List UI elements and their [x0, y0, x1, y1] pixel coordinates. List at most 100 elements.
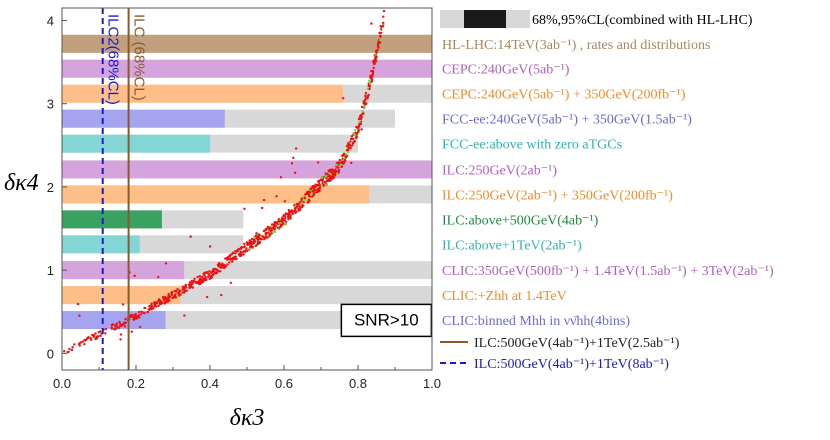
scatter-point — [164, 262, 168, 265]
axes: 0.0 0.2 0.4 0.6 0.8 1.0 0 1 2 3 4 δκ3 δκ4 — [4, 7, 441, 431]
scatter-point — [283, 223, 287, 226]
scatter-point — [234, 252, 237, 255]
scatter-point — [313, 188, 316, 191]
legend-entry: CEPC:240GeV(5ab⁻¹) — [442, 63, 570, 78]
scatter-point — [281, 218, 284, 222]
bar-68cl — [62, 34, 432, 53]
scatter-point — [195, 281, 198, 285]
bar-68cl — [62, 59, 432, 78]
scatter-point — [362, 105, 366, 108]
scatter-point — [89, 338, 93, 342]
scatter-point — [288, 213, 291, 216]
bar-68cl — [62, 311, 166, 330]
legend-line-entry: ILC:500GeV(4ab⁻¹)+1TeV(8ab⁻¹) — [474, 357, 669, 372]
scatter-point — [132, 316, 136, 320]
scatter-point — [242, 246, 245, 249]
scatter-point — [191, 286, 194, 289]
scatter-point — [234, 255, 238, 258]
scatter-point — [248, 239, 251, 242]
scatter-point — [368, 82, 372, 85]
scatter-point — [219, 266, 223, 269]
scatter-point — [124, 317, 127, 321]
scatter-point — [287, 217, 290, 221]
scatter-point — [202, 273, 206, 277]
scatter-point — [81, 340, 85, 343]
scatter-point — [293, 171, 297, 175]
scatter-point — [212, 270, 215, 273]
legend-entry: FCC-ee:240GeV(5ab⁻¹) + 350GeV(1.5ab⁻¹) — [442, 113, 692, 128]
scatter-point — [188, 286, 191, 289]
scatter-point — [204, 276, 207, 279]
x-axis-label: δκ3 — [230, 405, 265, 431]
scatter-point — [337, 161, 340, 164]
bar-68cl — [62, 109, 225, 128]
scatter-point — [123, 325, 127, 328]
scatter-point — [271, 230, 274, 234]
scatter-point — [62, 350, 66, 353]
legend-entry: HL-LHC:14TeV(3ab⁻¹) , rates and distribu… — [442, 38, 710, 53]
scatter-point — [239, 251, 243, 254]
scatter-point — [184, 289, 187, 293]
scatter-point — [206, 275, 210, 278]
scatter-point — [231, 251, 235, 255]
scatter-point — [382, 15, 385, 18]
scatter-point — [286, 212, 289, 216]
scatter-point — [219, 270, 222, 273]
scatter-point — [143, 306, 147, 310]
scatter-point — [252, 241, 255, 244]
scatter-point — [335, 163, 338, 167]
scatter-point — [173, 294, 177, 298]
scatter-point — [236, 250, 239, 253]
scatter-point — [369, 75, 372, 78]
scatter-point — [201, 277, 205, 281]
scatter-point — [325, 179, 328, 183]
scatter-point — [333, 174, 337, 177]
scatter-point — [111, 323, 115, 326]
y-tick-label: 3 — [47, 97, 54, 112]
scatter-point — [190, 279, 194, 283]
scatter-point — [382, 9, 386, 13]
scatter-point — [360, 105, 364, 109]
scatter-point — [117, 326, 121, 329]
scatter-point — [188, 281, 192, 284]
scatter-point — [118, 320, 121, 324]
scatter-point — [366, 87, 369, 91]
scatter-point — [203, 271, 207, 275]
scatter-point — [230, 258, 234, 261]
scatter-point — [205, 278, 208, 281]
scatter-point — [303, 196, 307, 199]
scatter-point — [302, 204, 305, 207]
scatter-point — [376, 42, 380, 46]
scatter-point — [382, 21, 385, 24]
bar-68cl — [62, 160, 432, 179]
scatter-point — [133, 274, 136, 278]
scatter-point — [326, 172, 329, 176]
scatter-point — [330, 175, 334, 179]
scatter-point — [96, 335, 100, 338]
scatter-point — [168, 295, 172, 298]
scatter-point — [351, 141, 355, 145]
scatter-point — [250, 237, 254, 241]
scatter-point — [273, 230, 277, 234]
scatter-point — [276, 221, 279, 225]
scatter-point — [364, 91, 368, 95]
scatter-point — [342, 161, 345, 164]
scatter-point — [324, 183, 328, 187]
scatter-point — [372, 60, 375, 64]
scatter-point — [309, 187, 313, 191]
scatter-point — [226, 263, 229, 266]
scatter-point — [241, 251, 244, 254]
scatter-point — [179, 289, 182, 293]
scatter-point — [349, 146, 352, 150]
scatter-point — [129, 315, 132, 319]
scatter-point — [133, 314, 136, 317]
scatter-point — [360, 128, 363, 131]
scatter-point — [201, 275, 204, 279]
scatter-point — [124, 321, 128, 324]
scatter-point — [257, 235, 260, 239]
scatter-point — [282, 213, 285, 217]
scatter-point — [315, 184, 318, 187]
scatter-point — [344, 155, 348, 159]
plot-area: ILC (68%CL) ILC2(68%CL) SNR>10 — [62, 8, 433, 370]
scatter-point — [336, 172, 339, 175]
